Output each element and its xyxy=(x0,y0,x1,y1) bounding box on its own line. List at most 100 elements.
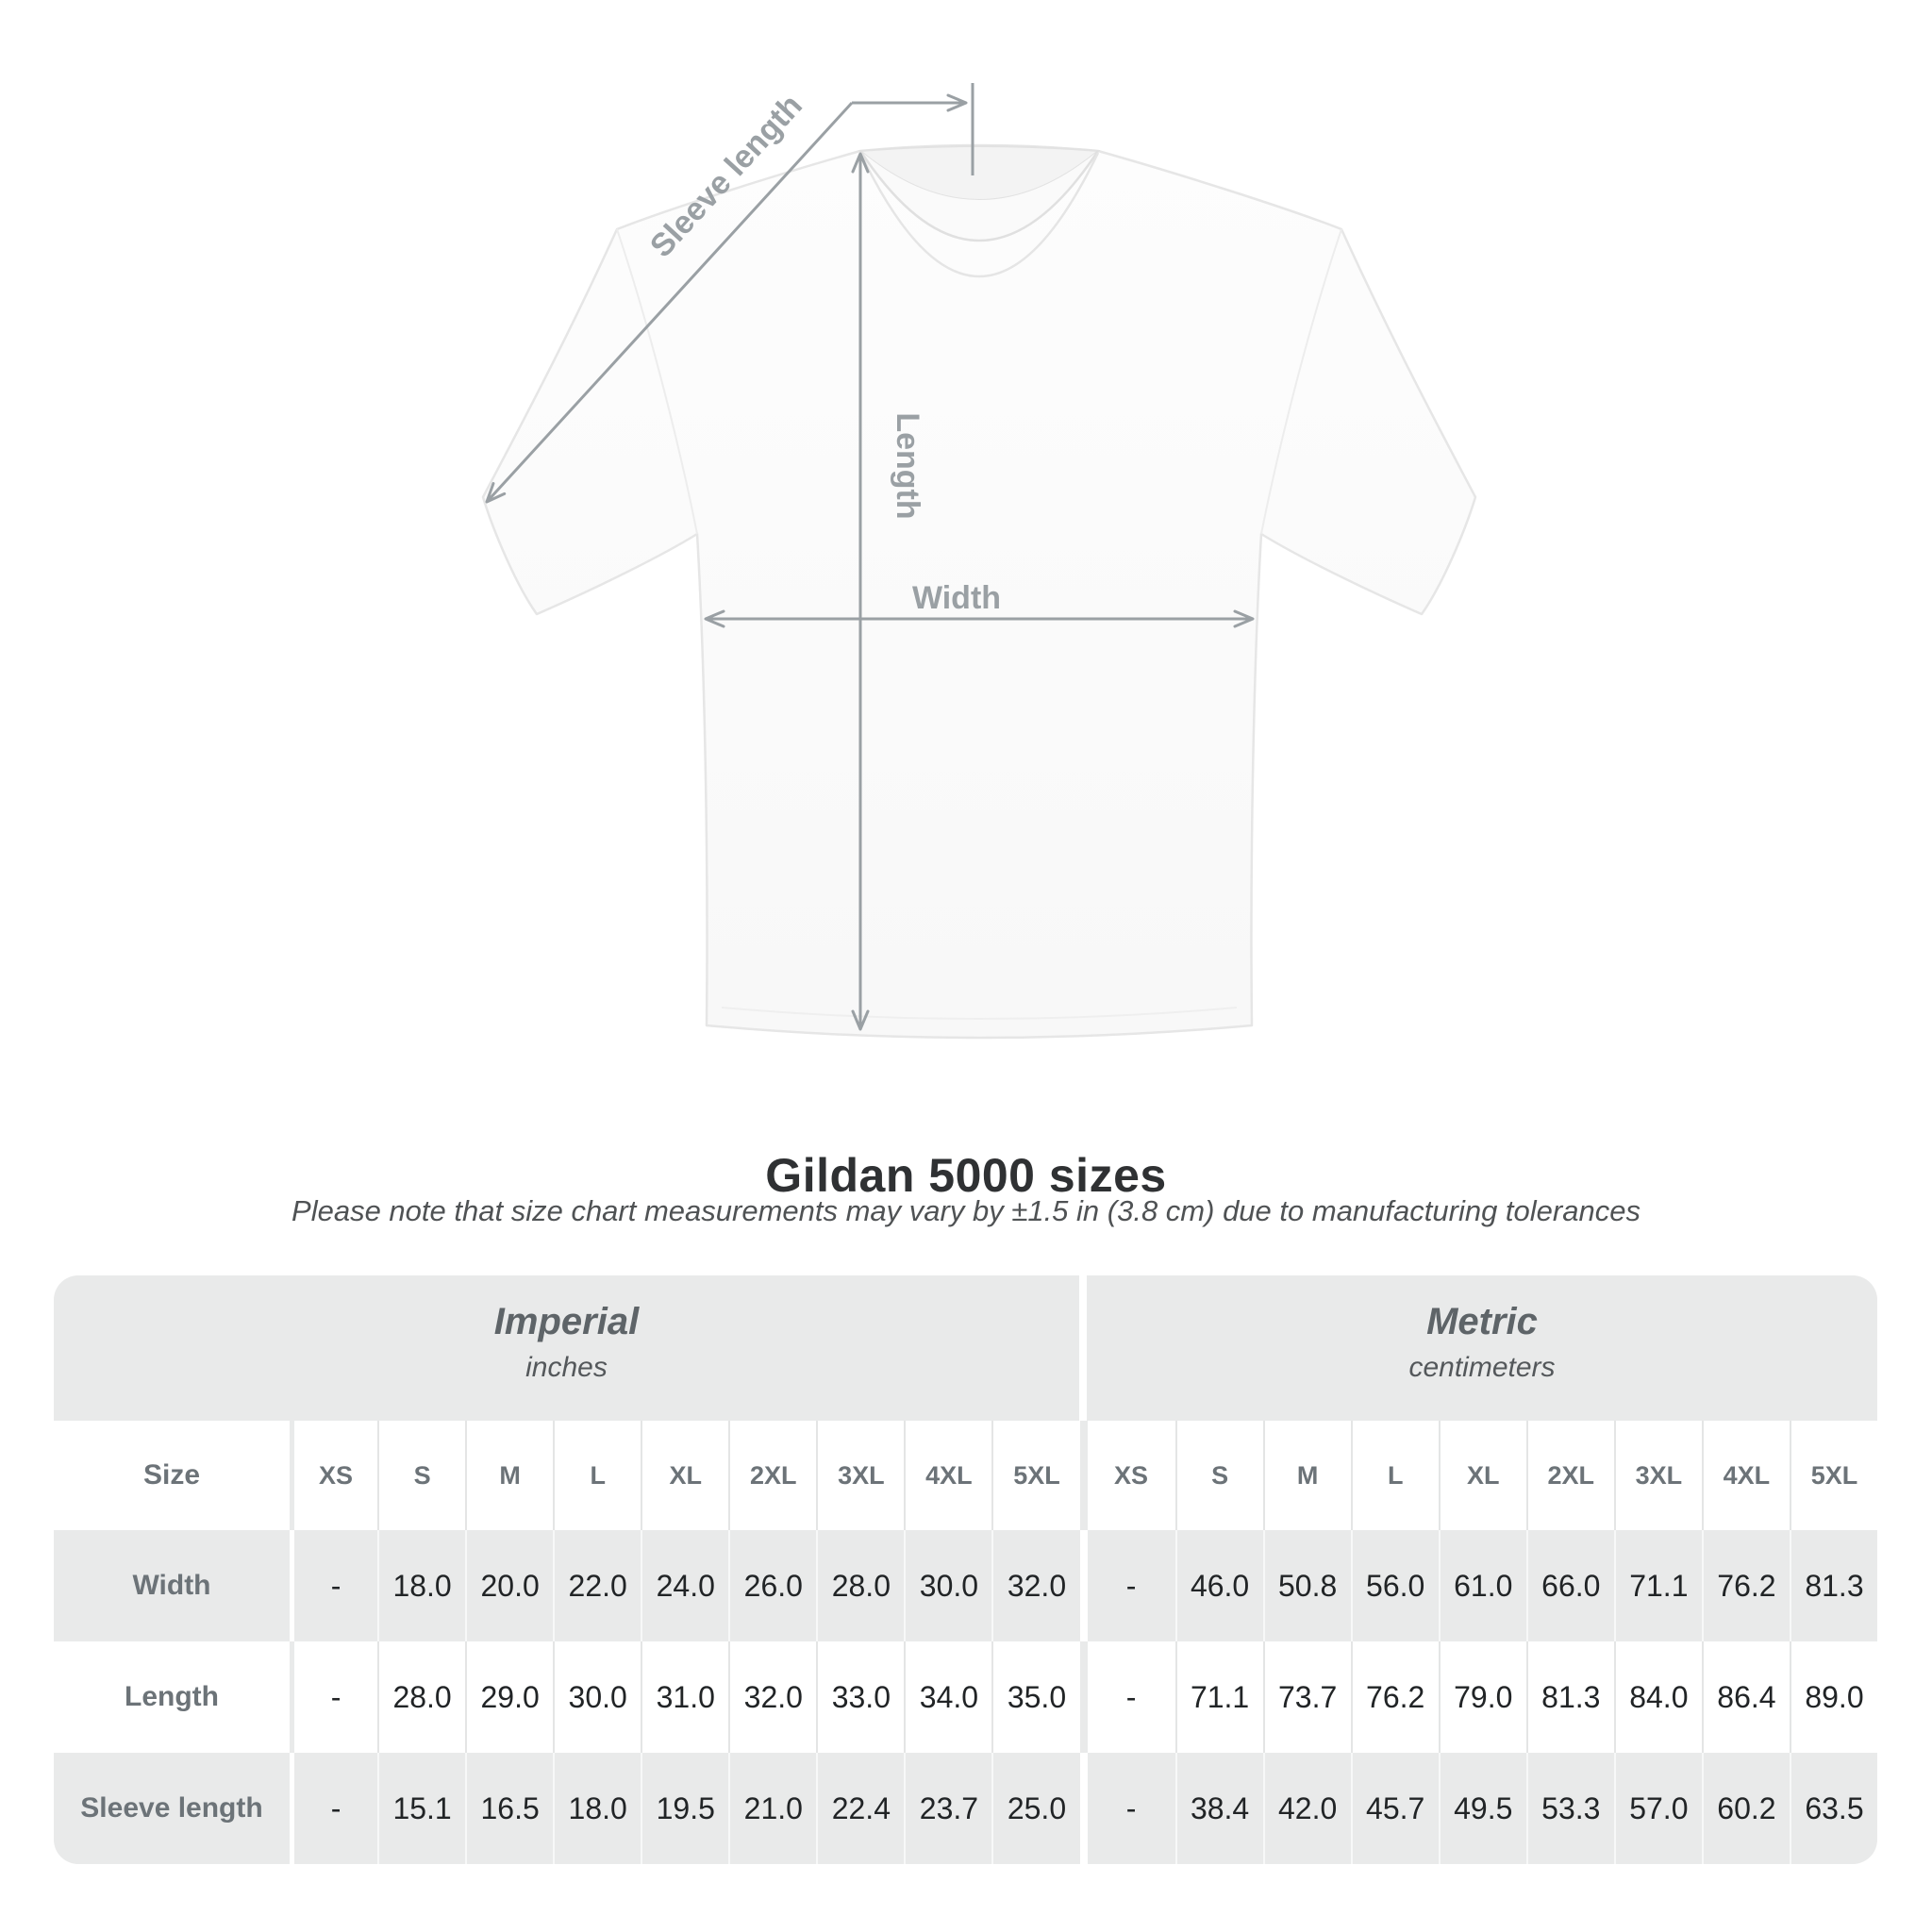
table-cell: 66.0 xyxy=(1525,1530,1614,1641)
collar-rib-edge xyxy=(858,150,1100,242)
table-cell: 15.1 xyxy=(377,1753,465,1864)
table-cell: 76.2 xyxy=(1701,1530,1790,1641)
table-cell: 19.5 xyxy=(641,1753,728,1864)
metric-units: centimeters xyxy=(1408,1352,1556,1383)
table-row-length: Length - 28.0 29.0 30.0 31.0 32.0 33.0 3… xyxy=(54,1641,1877,1753)
size-col-header: 4XL xyxy=(904,1421,991,1530)
table-cell: 32.0 xyxy=(728,1641,816,1753)
size-header-label: Size xyxy=(142,1459,201,1491)
table-cell: 81.3 xyxy=(1525,1641,1614,1753)
table-cell: - xyxy=(1125,1568,1137,1603)
table-cell: 76.2 xyxy=(1350,1641,1439,1753)
metric-section-header: Metric centimeters xyxy=(1087,1275,1877,1421)
size-col-header: XL xyxy=(641,1421,728,1530)
tshirt-graphic xyxy=(481,143,1477,1040)
table-cell: 63.5 xyxy=(1789,1753,1877,1864)
size-col-header: 5XL xyxy=(991,1421,1079,1530)
unit-header-band: Imperial inches Metric centimeters xyxy=(54,1275,1877,1421)
metric-title: Metric xyxy=(1426,1301,1538,1342)
sleeve-length-line xyxy=(485,101,854,504)
size-col-header: M xyxy=(465,1421,553,1530)
table-cell: 86.4 xyxy=(1701,1641,1790,1753)
size-col-header: XL xyxy=(1438,1421,1526,1530)
section-divider xyxy=(1079,1530,1088,1641)
table-cell: 57.0 xyxy=(1613,1753,1702,1864)
row-label: Sleeve length xyxy=(80,1792,263,1824)
size-col-header: XS xyxy=(1114,1460,1149,1490)
table-cell: 33.0 xyxy=(816,1641,904,1753)
table-row-width: Width - 18.0 20.0 22.0 24.0 26.0 28.0 30… xyxy=(54,1530,1877,1641)
imperial-title: Imperial xyxy=(493,1301,640,1342)
table-cell: 18.0 xyxy=(377,1530,465,1641)
size-col-header: 5XL xyxy=(1789,1421,1877,1530)
table-cell: 34.0 xyxy=(904,1641,991,1753)
table-cell: 32.0 xyxy=(991,1530,1079,1641)
size-col-header: 2XL xyxy=(1525,1421,1614,1530)
size-table: Imperial inches Metric centimeters Size … xyxy=(54,1275,1877,1864)
table-cell: 45.7 xyxy=(1350,1753,1439,1864)
table-cell: - xyxy=(290,1753,377,1864)
table-cell: 50.8 xyxy=(1262,1530,1351,1641)
size-col-header: 3XL xyxy=(816,1421,904,1530)
table-cell: 81.3 xyxy=(1789,1530,1877,1641)
size-col-header: M xyxy=(1262,1421,1351,1530)
table-cell: 35.0 xyxy=(991,1641,1079,1753)
size-col-header: S xyxy=(1174,1421,1263,1530)
table-cell: 49.5 xyxy=(1438,1753,1526,1864)
table-cell: 38.4 xyxy=(1174,1753,1263,1864)
table-cell: 26.0 xyxy=(728,1530,816,1641)
table-cell: - xyxy=(290,1530,377,1641)
collar-seam xyxy=(858,152,1100,278)
table-cell: 71.1 xyxy=(1174,1641,1263,1753)
table-cell: 20.0 xyxy=(465,1530,553,1641)
width-label: Width xyxy=(912,580,1001,616)
length-label: Length xyxy=(890,412,925,519)
table-cell: 60.2 xyxy=(1701,1753,1790,1864)
hem-stitch xyxy=(721,1007,1238,1020)
table-cell: 16.5 xyxy=(465,1753,553,1864)
table-cell: 56.0 xyxy=(1350,1530,1439,1641)
table-cell: 21.0 xyxy=(728,1753,816,1864)
row-label: Length xyxy=(125,1681,219,1712)
table-cell: 53.3 xyxy=(1525,1753,1614,1864)
section-divider xyxy=(1079,1641,1088,1753)
section-divider xyxy=(1079,1275,1087,1421)
size-col-header: L xyxy=(553,1421,641,1530)
tolerance-note: Please note that size chart measurements… xyxy=(291,1194,1641,1227)
table-cell: 28.0 xyxy=(816,1530,904,1641)
table-cell: 25.0 xyxy=(991,1753,1079,1864)
table-cell: 84.0 xyxy=(1613,1641,1702,1753)
table-cell: 46.0 xyxy=(1174,1530,1263,1641)
size-col-header: XS xyxy=(290,1421,377,1530)
table-cell: 30.0 xyxy=(904,1530,991,1641)
table-cell: 18.0 xyxy=(553,1753,641,1864)
table-cell: 71.1 xyxy=(1613,1530,1702,1641)
table-row-sleeve-length: Sleeve length - 15.1 16.5 18.0 19.5 21.0… xyxy=(54,1753,1877,1864)
page-title: Gildan 5000 sizes xyxy=(765,1149,1167,1202)
table-cell: - xyxy=(1125,1679,1137,1714)
table-cell: 61.0 xyxy=(1438,1530,1526,1641)
section-divider xyxy=(1079,1753,1088,1864)
imperial-units: inches xyxy=(525,1352,608,1383)
table-cell: 22.4 xyxy=(816,1753,904,1864)
size-col-header: S xyxy=(377,1421,465,1530)
imperial-section-header: Imperial inches xyxy=(54,1275,1079,1421)
table-cell: 31.0 xyxy=(641,1641,728,1753)
size-col-header: 2XL xyxy=(728,1421,816,1530)
size-header-row: Size XS S M L XL 2XL 3XL 4XL 5XL XS S M … xyxy=(54,1421,1877,1530)
size-col-header: 4XL xyxy=(1701,1421,1790,1530)
table-cell: 89.0 xyxy=(1789,1641,1877,1753)
section-divider xyxy=(1079,1421,1088,1530)
tshirt-measurement-diagram: Sleeve length Length Width xyxy=(481,83,1477,1040)
table-cell: 23.7 xyxy=(904,1753,991,1864)
table-cell: - xyxy=(290,1641,377,1753)
size-col-header: L xyxy=(1350,1421,1439,1530)
table-cell: 73.7 xyxy=(1262,1641,1351,1753)
table-cell: 24.0 xyxy=(641,1530,728,1641)
row-label: Width xyxy=(132,1570,211,1601)
table-cell: 30.0 xyxy=(553,1641,641,1753)
left-sleeve-seam xyxy=(616,228,698,535)
size-col-header: 3XL xyxy=(1613,1421,1702,1530)
table-cell: 28.0 xyxy=(377,1641,465,1753)
